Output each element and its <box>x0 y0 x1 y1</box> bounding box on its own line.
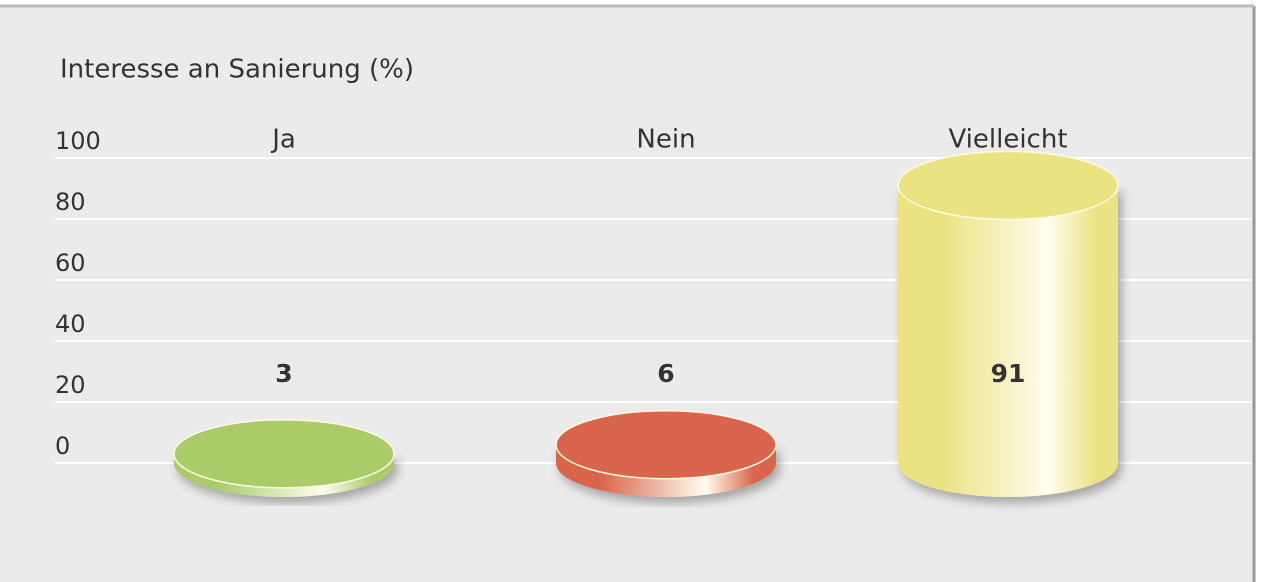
y-tick-label: 80 <box>55 188 86 216</box>
cylinder-top <box>897 150 1119 221</box>
y-tick-label: 100 <box>55 127 101 155</box>
value-label: 3 <box>275 359 292 388</box>
chart-title: Interesse an Sanierung (%) <box>60 55 414 85</box>
value-label: 6 <box>657 359 674 388</box>
category-label: Ja <box>270 125 296 155</box>
y-tick-label: 40 <box>55 310 86 338</box>
category-label: Nein <box>636 125 695 155</box>
y-tick-label: 20 <box>55 371 86 399</box>
cylinder-top <box>555 409 777 480</box>
category-label: Vielleicht <box>948 125 1067 155</box>
cylinder-top <box>173 419 395 489</box>
y-tick-label: 60 <box>55 249 86 277</box>
y-tick-label: 0 <box>55 432 70 460</box>
cylinder-body <box>898 185 1118 497</box>
value-label: 91 <box>991 359 1026 388</box>
